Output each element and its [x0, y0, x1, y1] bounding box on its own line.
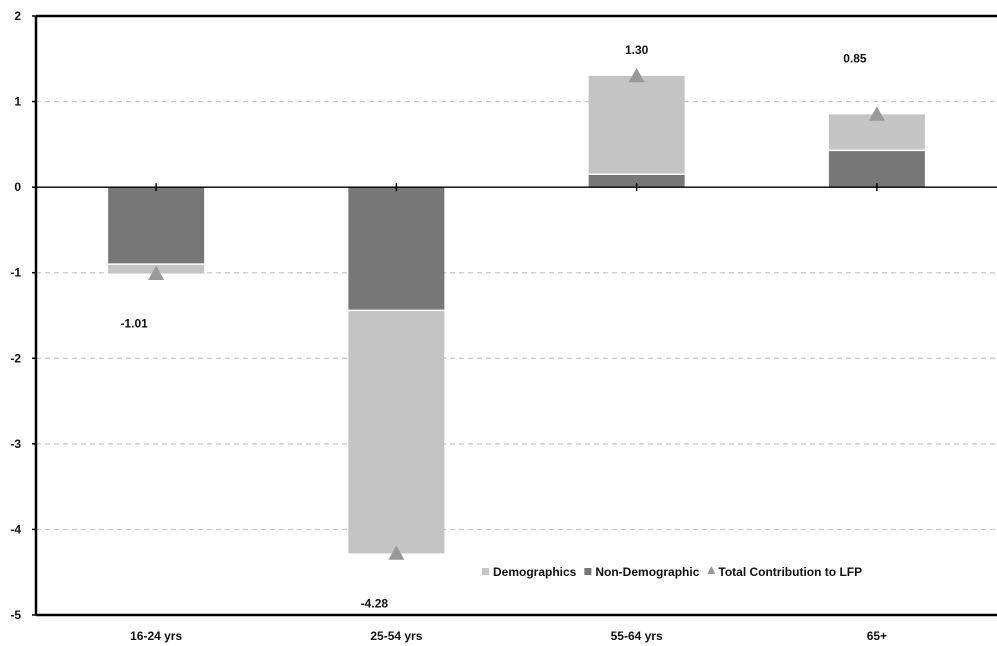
total-markers	[148, 67, 885, 560]
total-data-label: -4.28	[361, 596, 389, 610]
y-tick-label: 2	[14, 9, 21, 23]
bar-non-demographic	[108, 187, 205, 265]
bar-non-demographic	[348, 187, 445, 311]
legend-label: Non-Demographic	[595, 565, 699, 579]
legend-label: Total Contribution to LFP	[718, 565, 862, 579]
bar-demographics	[588, 75, 685, 175]
total-marker	[148, 265, 165, 280]
y-axis-ticks: 2 1 0 -1 -2 -3 -4 -5	[10, 9, 36, 622]
x-tick-label: 25-54 yrs	[370, 629, 422, 643]
x-tick-label: 16-24 yrs	[130, 629, 182, 643]
y-tick-label: 0	[14, 180, 21, 194]
data-labels: -1.01 -4.28 1.30 0.85	[120, 43, 866, 610]
y-tick-label: -4	[10, 522, 21, 536]
y-tick-label: -5	[10, 608, 21, 622]
bar-non-demographic	[828, 150, 925, 188]
bar-demographics	[348, 310, 445, 554]
legend-swatch	[584, 568, 592, 575]
y-tick-label: -1	[10, 266, 21, 280]
y-tick-label: -3	[10, 437, 21, 451]
total-marker	[628, 67, 645, 83]
total-marker	[388, 545, 405, 560]
gridlines	[36, 100, 997, 531]
bars	[108, 75, 925, 554]
x-axis-ticks: 16-24 yrs 25-54 yrs 55-64 yrs 65+	[130, 183, 887, 643]
total-data-label: -1.01	[120, 317, 148, 331]
y-tick-label: -2	[10, 351, 21, 365]
legend-label: Demographics	[493, 565, 577, 579]
total-data-label: 1.30	[625, 43, 649, 57]
legend-swatch	[482, 568, 489, 575]
legend: Demographics Non-Demographic Total Contrib…	[482, 565, 862, 579]
legend-marker	[707, 566, 716, 574]
total-data-label: 0.85	[843, 51, 867, 65]
axes	[34, 14, 997, 617]
x-tick-label: 65+	[867, 629, 887, 643]
y-tick-label: 1	[14, 95, 21, 109]
bar-non-demographic	[588, 174, 685, 188]
x-tick-label: 55-64 yrs	[611, 629, 663, 643]
total-marker	[868, 106, 885, 121]
